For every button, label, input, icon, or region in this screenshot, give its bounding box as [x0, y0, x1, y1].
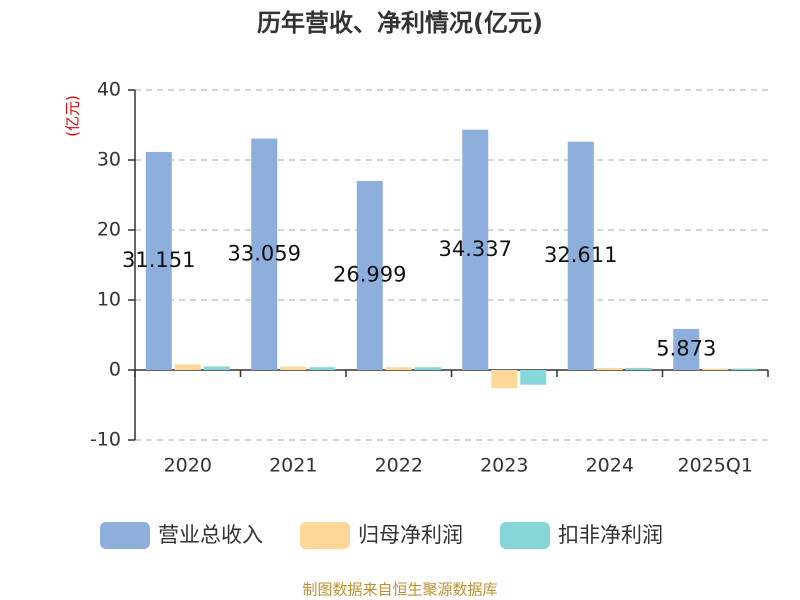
bar: [491, 370, 518, 389]
y-tick-label: 0: [109, 359, 121, 381]
legend-label: 扣非净利润: [558, 523, 663, 547]
bar: [385, 367, 412, 370]
bar: [462, 129, 489, 370]
source: 制图数据来自恒生聚源数据库: [302, 581, 497, 599]
data-label: 34.337: [439, 237, 512, 261]
bar: [145, 151, 172, 370]
y-tick-label: 20: [97, 219, 121, 241]
data-label: 5.873: [656, 336, 716, 360]
bar: [203, 366, 230, 370]
x-tick-label: 2022: [375, 455, 423, 477]
bar: [414, 367, 441, 370]
legend-swatch: [300, 522, 350, 549]
legend-swatch: [100, 522, 150, 549]
bar: [356, 181, 383, 370]
x-tick-label: 2025Q1: [678, 455, 753, 477]
data-label: 32.611: [544, 243, 617, 267]
bar: [673, 328, 700, 370]
y-tick-label: -10: [90, 429, 121, 451]
x-tick-label: 2024: [586, 455, 634, 477]
bar: [625, 367, 652, 370]
y-tick-label: 40: [97, 79, 121, 101]
bar: [280, 366, 307, 370]
y-tick-label: 30: [97, 149, 121, 171]
bar: [309, 367, 336, 370]
legend-swatch: [500, 522, 550, 549]
bar: [520, 370, 547, 385]
data-label: 26.999: [333, 263, 406, 287]
legend-label: 营业总收入: [158, 523, 263, 547]
bar: [174, 364, 201, 370]
x-tick-label: 2020: [164, 455, 212, 477]
chart-title: 历年营收、净利情况(亿元): [257, 9, 543, 37]
bar: [731, 368, 758, 370]
data-label: 33.059: [228, 241, 301, 265]
x-tick-label: 2021: [269, 455, 317, 477]
y-tick-label: 10: [97, 289, 121, 311]
legend-label: 归母净利润: [358, 523, 463, 547]
bar: [251, 138, 278, 370]
bar: [567, 141, 594, 370]
bar: [702, 368, 729, 370]
bar: [596, 367, 623, 370]
x-tick-label: 2023: [480, 455, 528, 477]
y-axis-label: (亿元): [64, 95, 82, 137]
data-label: 31.151: [122, 248, 195, 272]
